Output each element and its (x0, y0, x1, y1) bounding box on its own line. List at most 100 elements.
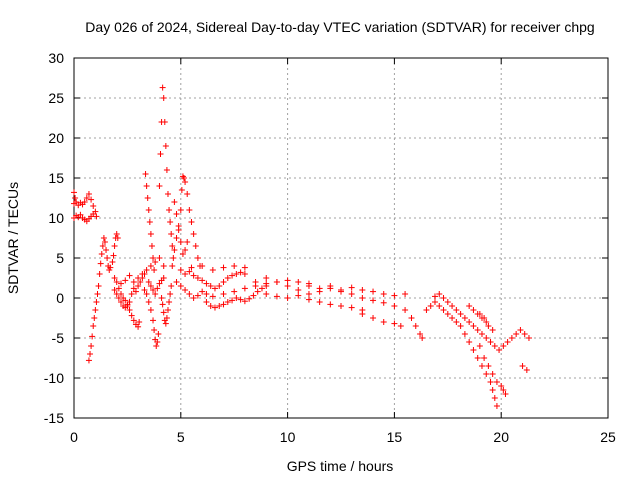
data-point (207, 283, 214, 289)
data-point (186, 268, 193, 275)
data-point (93, 299, 100, 305)
data-point (167, 219, 174, 225)
data-point (216, 283, 223, 289)
data-point (338, 303, 344, 309)
data-point (144, 195, 151, 201)
data-point (457, 323, 464, 329)
data-point (233, 271, 240, 277)
data-point (466, 303, 473, 309)
data-point (194, 255, 201, 261)
y-tick-label: 15 (48, 170, 64, 186)
data-point (316, 299, 323, 305)
data-point (93, 213, 100, 220)
data-point (175, 223, 182, 229)
data-point (474, 327, 481, 333)
data-point (111, 243, 118, 249)
data-point (104, 255, 111, 261)
data-point (305, 296, 312, 303)
data-point (199, 263, 206, 269)
data-point (136, 319, 143, 325)
data-point (194, 292, 201, 299)
data-point (359, 311, 366, 317)
data-point (461, 315, 468, 321)
data-point (295, 279, 302, 285)
data-point (88, 343, 95, 349)
data-point (160, 263, 167, 269)
data-point (126, 307, 133, 313)
data-point (113, 231, 120, 237)
data-point (169, 263, 176, 269)
data-point (95, 283, 102, 289)
data-point (77, 211, 84, 218)
data-point (273, 279, 280, 285)
data-point (143, 183, 150, 189)
y-tick-label: -15 (44, 410, 64, 426)
data-point (178, 187, 185, 193)
data-point (203, 299, 210, 305)
data-point (481, 355, 488, 361)
data-point (316, 285, 323, 292)
data-point (113, 291, 120, 297)
data-point (145, 279, 152, 285)
x-tick-label: 25 (600, 429, 616, 445)
data-point (440, 307, 447, 313)
data-point (147, 231, 154, 237)
data-point (284, 295, 291, 301)
data-point (85, 191, 92, 197)
data-point (192, 243, 199, 249)
data-point (199, 277, 206, 284)
data-point (153, 343, 160, 349)
data-point (483, 319, 490, 325)
data-point (85, 357, 92, 364)
data-point (152, 259, 159, 265)
data-point (150, 317, 157, 324)
data-point (380, 291, 387, 297)
data-point (145, 299, 152, 305)
data-point (453, 319, 460, 325)
data-point (171, 199, 178, 205)
data-point (258, 285, 265, 292)
data-point (380, 319, 387, 325)
data-point (188, 264, 195, 271)
data-point (162, 320, 169, 327)
data-point (81, 199, 88, 205)
data-point (92, 208, 99, 215)
data-point (359, 295, 366, 301)
data-point (184, 239, 191, 245)
data-point (190, 231, 197, 237)
data-point (427, 303, 434, 309)
data-point (182, 179, 189, 185)
data-point (489, 387, 496, 393)
data-point (348, 284, 355, 291)
x-tick-label: 5 (177, 429, 185, 445)
data-point (137, 279, 144, 285)
ticks: 0 5 10 15 20 25 -15 -10 -5 0 5 10 15 20 25 30 (44, 50, 616, 445)
data-point (220, 264, 227, 271)
data-point (152, 291, 159, 297)
data-point (190, 295, 197, 301)
data-point (132, 288, 139, 295)
data-point (470, 307, 477, 313)
data-point (145, 207, 152, 213)
data-point (168, 231, 175, 237)
data-point (179, 251, 186, 257)
data-point (190, 272, 197, 279)
y-axis-label: SDTVAR / TECUs (5, 182, 21, 294)
data-point (391, 320, 398, 327)
data-point (146, 219, 153, 225)
data-point (453, 307, 460, 313)
grid (74, 58, 608, 418)
data-point (88, 196, 95, 203)
data-point (273, 293, 280, 300)
data-point (155, 331, 162, 337)
data-point (485, 363, 492, 369)
data-point (159, 84, 166, 91)
data-point (224, 299, 231, 305)
data-point (164, 191, 171, 197)
data-point (161, 119, 168, 125)
data-point (237, 269, 244, 276)
data-point (182, 271, 189, 277)
data-point (493, 379, 500, 385)
data-point (142, 171, 149, 177)
